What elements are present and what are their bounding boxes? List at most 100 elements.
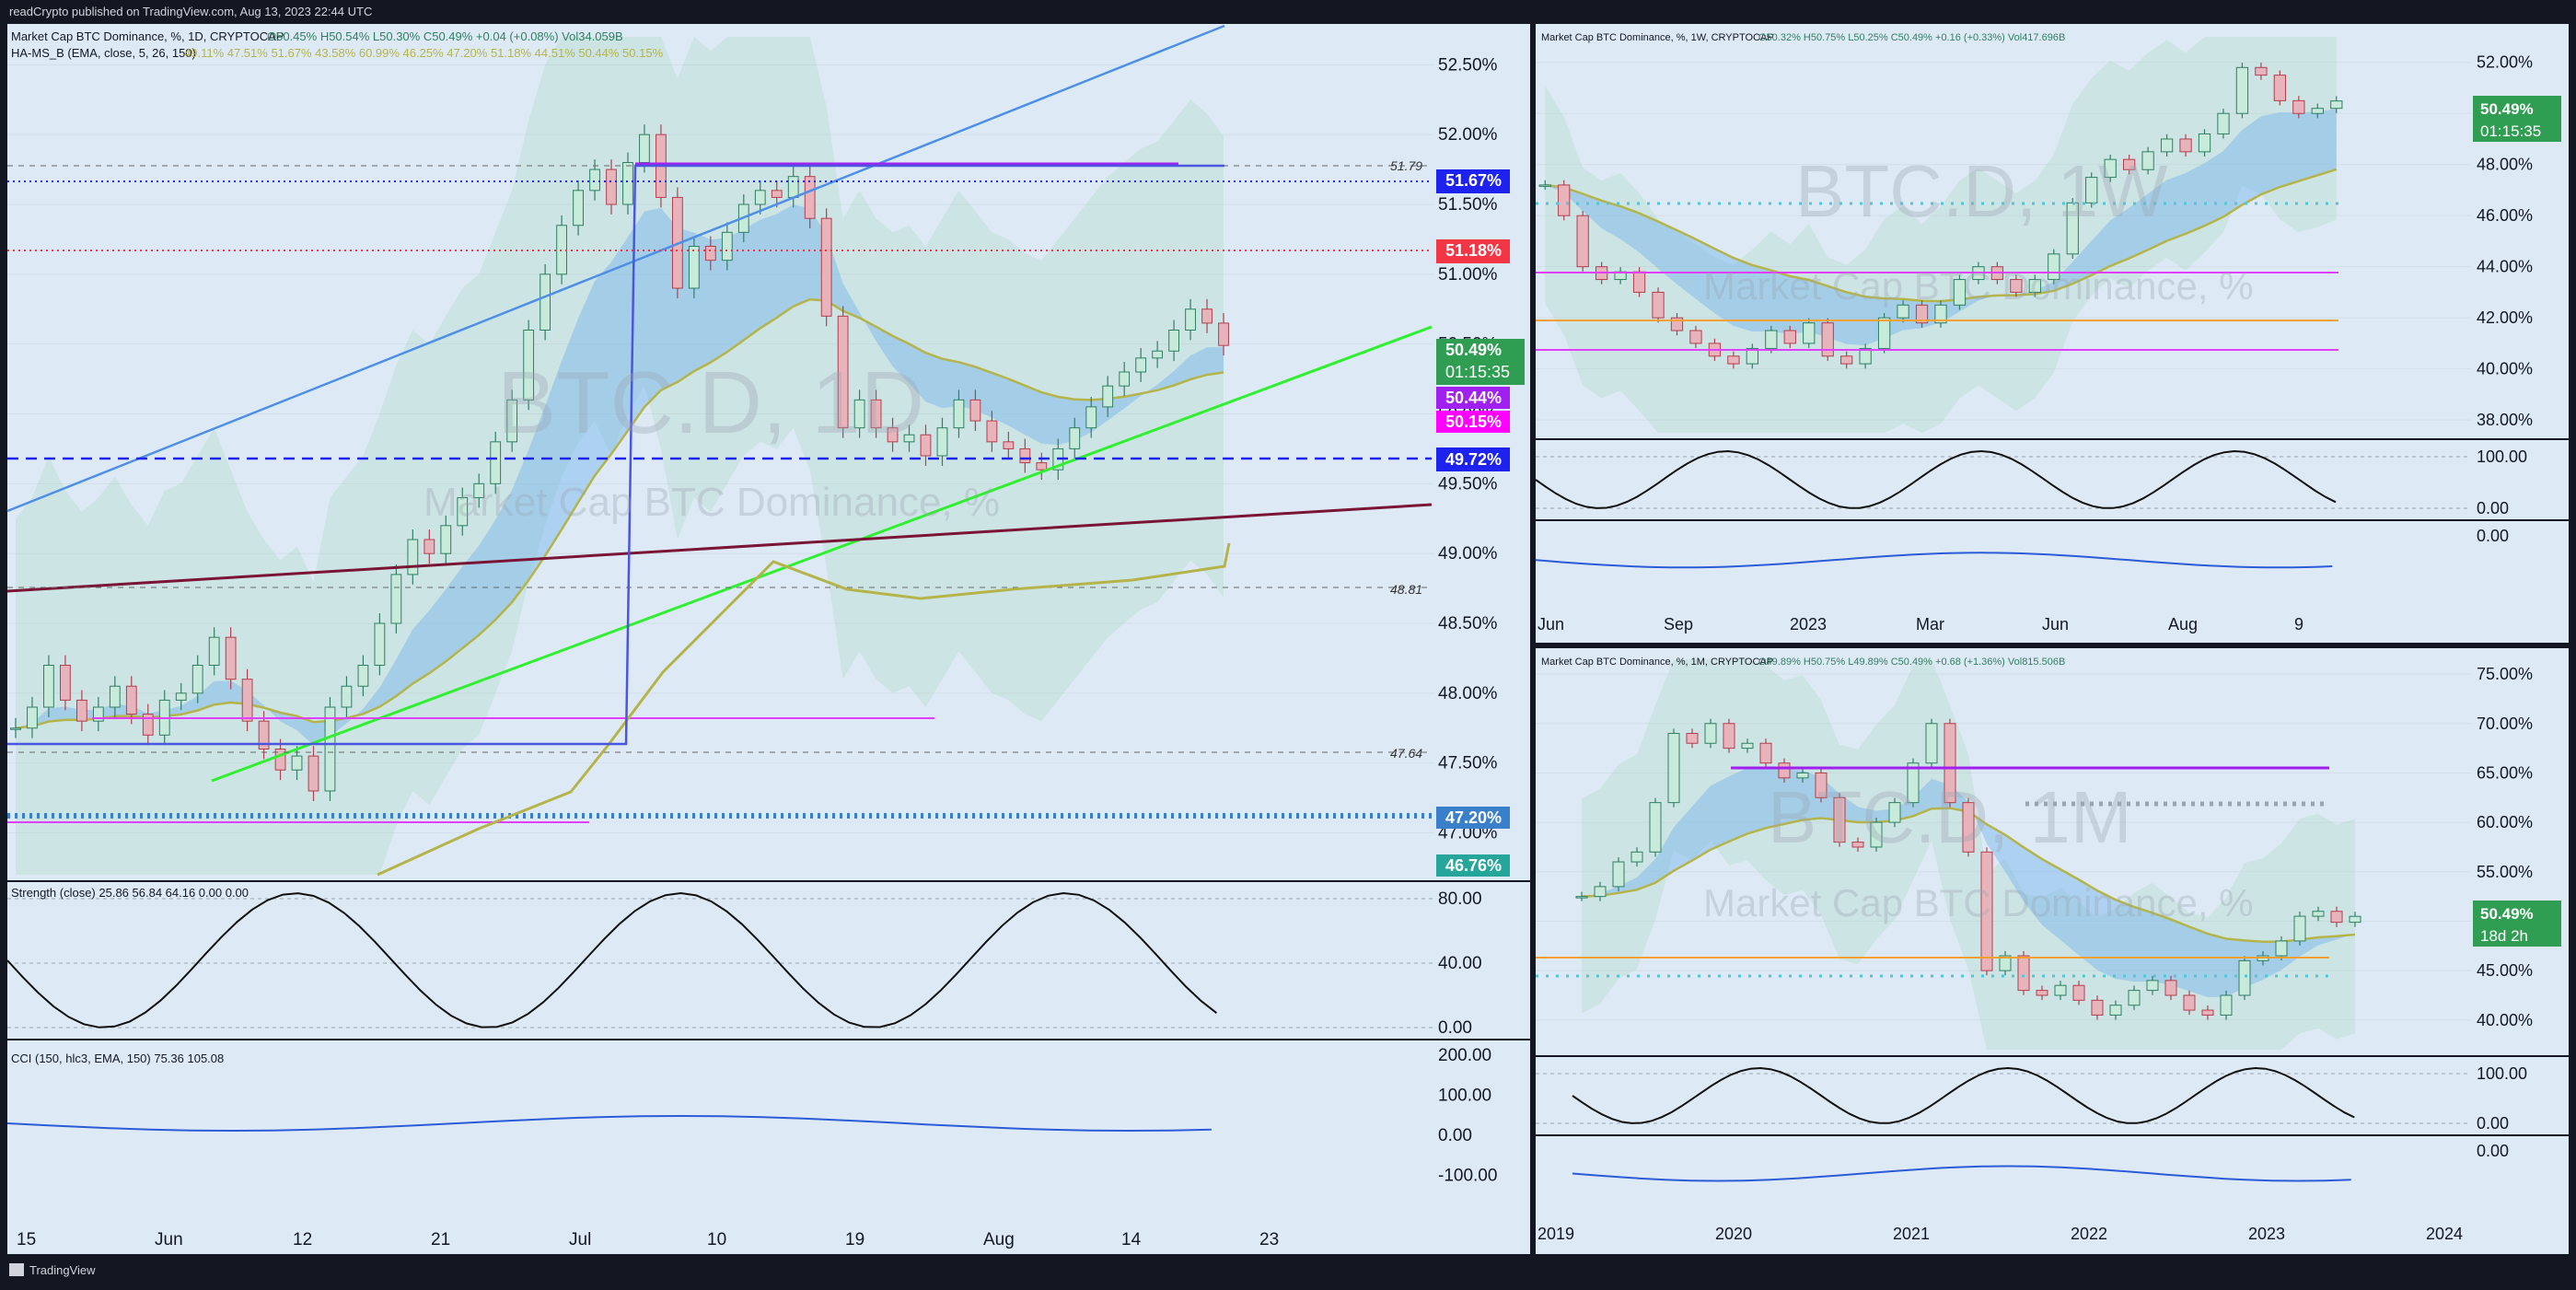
daily-candle-6 <box>109 685 121 708</box>
monthly-candle-36 <box>2238 959 2251 996</box>
daily-candle-67 <box>1119 371 1131 387</box>
daily-candle-26 <box>440 525 452 554</box>
daily-ema-slow-line <box>15 297 1224 730</box>
daily-xtick-0: 15 <box>17 1230 36 1249</box>
daily-blue-step-line <box>7 164 1224 746</box>
daily-candle-41 <box>688 246 700 289</box>
monthly-price-pane[interactable] <box>1536 648 2471 1055</box>
weekly-candle-42 <box>2330 100 2343 110</box>
monthly-candle-28 <box>2091 999 2104 1016</box>
weekly-candle-0 <box>1538 184 1551 187</box>
monthly-candle-24 <box>2017 955 2030 992</box>
monthly-candle-9 <box>1741 742 1754 750</box>
tradingview-logo-text: TradingView <box>29 1263 96 1277</box>
monthly-candle-3 <box>1630 851 1643 863</box>
daily-candle-69 <box>1152 350 1164 359</box>
daily-candle-68 <box>1135 357 1147 373</box>
daily-candle-58 <box>969 399 981 422</box>
monthly-xtick-4: 2023 <box>2248 1225 2285 1243</box>
daily-candle-45 <box>754 190 766 205</box>
daily-candle-59 <box>986 420 998 443</box>
monthly-ema-ribbon <box>1582 766 2355 997</box>
monthly-xtick-1: 2020 <box>1715 1225 1752 1243</box>
monthly-candle-23 <box>1999 955 2012 971</box>
daily-xtick-1: Jun <box>155 1230 183 1249</box>
daily-xtick-2: 12 <box>293 1230 312 1249</box>
weekly-xtick-0: Jun <box>1537 615 1564 633</box>
monthly-candle-0 <box>1575 896 1588 899</box>
tag-red: 51.18% <box>1445 241 1502 260</box>
weekly-strength-line <box>1535 449 2337 509</box>
weekly-candle-40 <box>2292 99 2305 114</box>
daily-legend-title[interactable]: Market Cap BTC Dominance, %, 1D, CRYPTOC… <box>11 29 284 43</box>
monthly-price-scale[interactable] <box>2471 648 2569 1055</box>
monthly-candle-17 <box>1888 802 1901 823</box>
daily-indicator-values: 49.11% 47.51% 51.67% 43.58% 60.99% 46.25… <box>184 46 664 60</box>
weekly-candle-37 <box>2235 66 2249 114</box>
weekly-candle-26 <box>2028 279 2041 293</box>
weekly-ytick-0: 52.00% <box>2477 53 2533 72</box>
weekly-strength-ytick-1: 0.00 <box>2477 499 2509 517</box>
daily-candle-49 <box>820 217 832 317</box>
daily-candle-13 <box>225 636 237 680</box>
monthly-tag-price: 50.49% <box>2480 905 2534 923</box>
daily-candle-15 <box>258 720 270 750</box>
monthly-ytick-2: 65.00% <box>2477 763 2533 782</box>
monthly-candle-27 <box>2072 984 2085 1001</box>
daily-strength-ytick-0: 80.00 <box>1438 889 1482 909</box>
weekly-cci-pane[interactable] <box>1536 521 2471 608</box>
weekly-candle-41 <box>2311 108 2324 114</box>
weekly-legend-title[interactable]: Market Cap BTC Dominance, %, 1W, CRYPTOC… <box>1541 32 1774 43</box>
monthly-strength-pane[interactable] <box>1536 1057 2471 1134</box>
daily-ytick-3: 51.00% <box>1438 265 1498 285</box>
monthly-ytick-7: 40.00% <box>2477 1011 2533 1029</box>
daily-time-axis[interactable] <box>7 1225 1530 1254</box>
daily-candle-70 <box>1168 330 1179 352</box>
weekly-ytick-2: 48.00% <box>2477 156 2533 174</box>
daily-candle-38 <box>639 134 650 164</box>
daily-candle-66 <box>1102 385 1114 408</box>
monthly-ytick-6: 45.00% <box>2477 961 2533 980</box>
monthly-candle-7 <box>1704 723 1717 744</box>
daily-cci-pane[interactable] <box>7 1040 1434 1225</box>
daily-candle-0 <box>10 727 21 730</box>
daily-candle-71 <box>1185 308 1196 331</box>
daily-strength-line <box>6 891 1218 1029</box>
daily-candle-14 <box>241 679 253 722</box>
weekly-xtick-6: 9 <box>2294 615 2303 633</box>
weekly-xtick-5: Aug <box>2168 615 2198 633</box>
weekly-candle-6 <box>1652 291 1665 319</box>
monthly-time-axis[interactable] <box>1536 1219 2569 1254</box>
monthly-ytick-3: 60.00% <box>2477 813 2533 831</box>
daily-candle-7 <box>125 685 137 715</box>
daily-strength-pane[interactable] <box>7 882 1434 1039</box>
daily-candle-11 <box>191 665 203 694</box>
daily-cci-legend[interactable]: CCI (150, hlc3, EMA, 150) 75.36 105.08 <box>11 1052 224 1065</box>
monthly-candle-26 <box>2054 984 2067 996</box>
monthly-legend-title[interactable]: Market Cap BTC Dominance, %, 1M, CRYPTOC… <box>1541 657 1773 668</box>
daily-candle-65 <box>1085 406 1097 429</box>
daily-ema-ribbon <box>16 204 1224 746</box>
weekly-price-scale[interactable] <box>2471 24 2569 438</box>
monthly-candle-16 <box>1870 821 1883 848</box>
daily-ytick-0: 52.50% <box>1438 55 1498 75</box>
daily-candle-48 <box>804 176 816 219</box>
weekly-candle-14 <box>1803 322 1816 344</box>
daily-watermark-sub: Market Cap BTC Dominance, % <box>424 480 1000 525</box>
daily-indicator-legend[interactable]: HA-MS_B (EMA, close, 5, 26, 150) <box>11 46 196 60</box>
monthly-candle-1 <box>1594 886 1607 898</box>
daily-panel: 52.50%52.00%51.50%51.00%50.50%50.00%49.5… <box>6 22 1532 1254</box>
monthly-cci-pane[interactable] <box>1536 1136 2471 1219</box>
weekly-strength-pane[interactable] <box>1536 440 2471 519</box>
daily-candle-43 <box>721 231 733 261</box>
monthly-candle-22 <box>1980 851 1993 971</box>
daily-candle-52 <box>870 399 882 429</box>
weekly-cloud-band <box>1545 37 2337 433</box>
monthly-candle-13 <box>1815 772 1828 798</box>
daily-candle-73 <box>1218 322 1229 346</box>
daily-strength-legend[interactable]: Strength (close) 25.86 56.84 64.16 0.00 … <box>11 886 249 900</box>
weekly-time-axis[interactable] <box>1536 608 2569 643</box>
daily-xtick-8: 14 <box>1121 1230 1142 1249</box>
monthly-candle-6 <box>1686 733 1699 744</box>
